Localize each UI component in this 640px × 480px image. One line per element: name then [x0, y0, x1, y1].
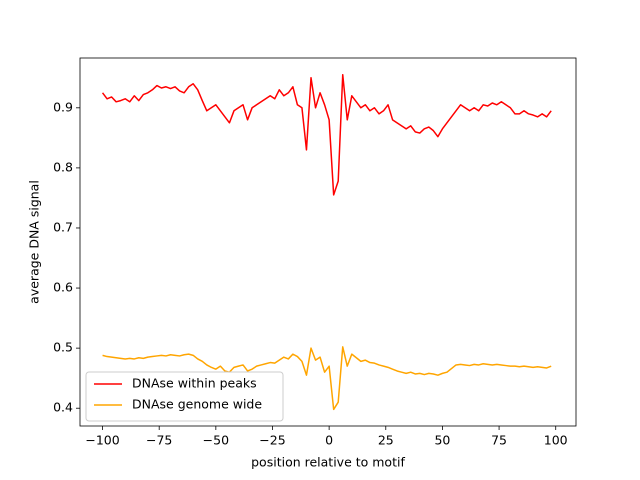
y-tick-label: 0.7: [53, 219, 73, 234]
y-tick-label: 0.6: [53, 280, 73, 295]
line-series: [101, 74, 552, 196]
x-tick-label: −25: [259, 433, 285, 448]
x-tick-label: 50: [434, 433, 450, 448]
x-tick-label: −100: [85, 433, 119, 448]
x-tick-label: 25: [378, 433, 394, 448]
x-axis-label: position relative to motif: [251, 455, 405, 470]
plot-frame: [79, 57, 577, 427]
legend-label: DNAse within peaks: [132, 376, 257, 391]
y-tick-label: 0.4: [53, 400, 73, 415]
line-series: [102, 346, 552, 411]
x-tick-label: 0: [325, 433, 333, 448]
x-tick-label: 100: [544, 433, 568, 448]
x-tick-label: 75: [491, 433, 507, 448]
x-tick-label: −50: [203, 433, 229, 448]
y-tick-label: 0.8: [53, 159, 73, 174]
y-axis-label: average DNA signal: [27, 180, 42, 304]
y-tick-label: 0.9: [53, 99, 73, 114]
x-tick-label: −75: [146, 433, 172, 448]
legend-box: [85, 371, 284, 422]
y-tick-label: 0.5: [53, 340, 73, 355]
legend-label: DNAse genome wide: [132, 397, 262, 412]
